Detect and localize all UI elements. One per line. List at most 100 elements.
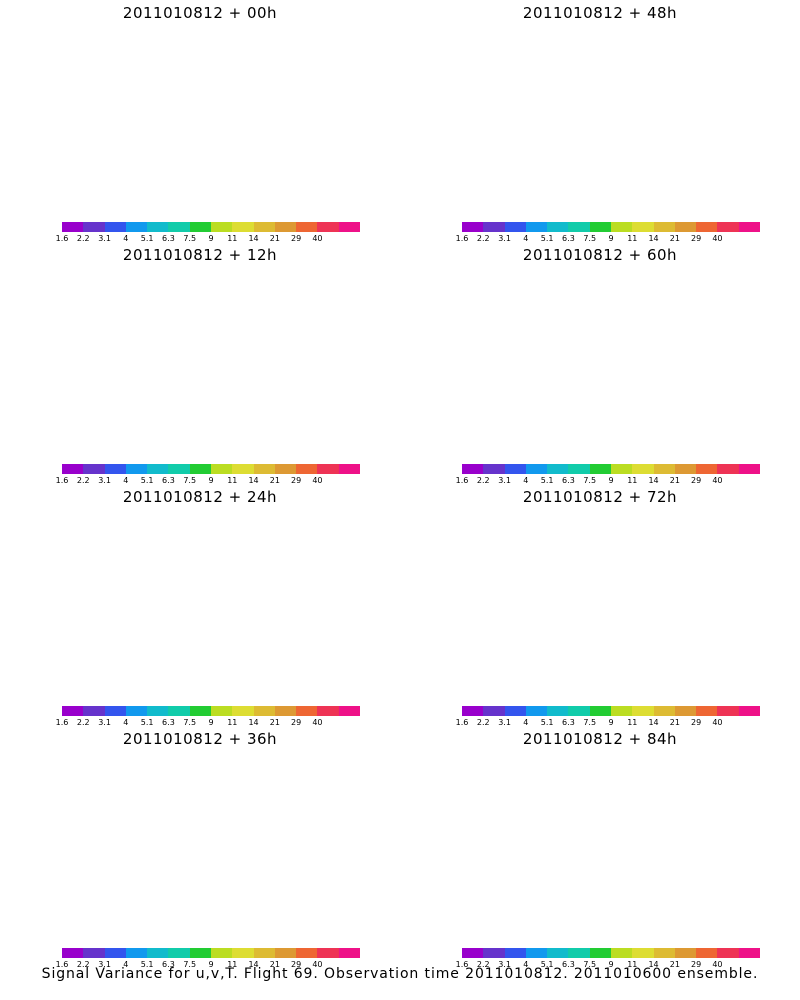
colorbar-swatch <box>696 948 718 958</box>
colorbar-label: 2.2 <box>76 718 90 727</box>
colorbar-label: 1.6 <box>455 234 469 243</box>
colorbar-swatch <box>232 706 254 716</box>
colorbar-swatch <box>253 464 275 474</box>
colorbar-label: 3.1 <box>498 234 511 243</box>
colorbar-label: 9 <box>608 960 614 969</box>
panel-title: 2011010812 + 60h <box>522 246 678 264</box>
colorbar-swatch <box>483 222 505 232</box>
colorbar-label: 2.2 <box>476 718 490 727</box>
colorbar-labels: 1.6 2.2 3.1 4 5.1 6.3 7.5 9 11 14 21 29 40 <box>456 960 760 970</box>
forecast-panel: 2011010812 + 60h 1.6 2.2 3.1 4 5.1 6.3 7.5 9 11 14… <box>400 242 800 485</box>
colorbar-swatch <box>568 948 590 958</box>
colorbar-label: 7.5 <box>183 718 197 727</box>
colorbar-label: 4 <box>523 960 529 969</box>
colorbar-swatch <box>653 222 675 232</box>
colorbar-swatch <box>462 464 484 474</box>
colorbar <box>462 222 760 232</box>
colorbar <box>462 948 760 958</box>
colorbar-swatch <box>525 948 548 958</box>
colorbar-swatch <box>168 222 190 232</box>
polar-map <box>400 264 800 460</box>
colorbar-label: 4 <box>123 718 129 727</box>
colorbar-label: 6.3 <box>562 718 575 727</box>
colorbar-label: 14 <box>248 476 259 485</box>
colorbar-swatch <box>483 706 505 716</box>
colorbar-labels: 1.6 2.2 3.1 4 5.1 6.3 7.5 9 11 14 21 29 40 <box>456 476 760 486</box>
colorbar-swatch <box>253 948 275 958</box>
colorbar-swatch <box>210 222 233 232</box>
colorbar-label: 1.6 <box>55 718 69 727</box>
colorbar-label: 1.6 <box>55 960 69 969</box>
colorbar-label: 7.5 <box>583 718 597 727</box>
colorbar-swatch <box>274 706 297 716</box>
colorbar-swatch <box>589 706 611 716</box>
colorbar-label: 3.1 <box>98 718 111 727</box>
colorbar-swatch <box>653 706 675 716</box>
colorbar-swatch <box>296 222 318 232</box>
colorbar-swatch <box>504 948 526 958</box>
colorbar-label: 14 <box>648 234 659 243</box>
colorbar-swatch <box>632 948 654 958</box>
colorbar-swatch <box>210 948 233 958</box>
colorbar-swatch <box>717 222 739 232</box>
polar-map <box>0 22 400 218</box>
colorbar-swatch <box>210 706 233 716</box>
colorbar-swatch <box>674 948 697 958</box>
colorbar-swatch <box>274 948 297 958</box>
colorbar-swatch <box>674 706 697 716</box>
coastline <box>430 768 760 841</box>
coastline <box>30 42 360 115</box>
colorbar-swatch <box>589 464 611 474</box>
colorbar-label: 40 <box>712 960 723 969</box>
colorbar-swatch <box>338 222 360 232</box>
colorbar-swatch <box>738 706 760 716</box>
panel-grid: 2011010812 + 00h 1.6 2.2 3.1 4 5.1 6.3 7.5 9 11 14… <box>0 4 800 970</box>
colorbar-label: 7.5 <box>583 476 597 485</box>
colorbar-swatch <box>125 464 148 474</box>
colorbar-swatch <box>547 464 569 474</box>
polar-map <box>0 506 400 702</box>
colorbar-label: 21 <box>269 234 280 243</box>
colorbar-label: 11 <box>627 476 638 485</box>
colorbar-label: 4 <box>523 718 529 727</box>
polar-map <box>400 22 800 218</box>
colorbar-label: 14 <box>648 960 659 969</box>
colorbar-swatch <box>104 222 126 232</box>
colorbar-swatch <box>568 706 590 716</box>
colorbar-label: 29 <box>291 476 302 485</box>
panel-title: 2011010812 + 12h <box>122 246 278 264</box>
colorbar-label: 9 <box>608 234 614 243</box>
colorbar-label: 14 <box>648 476 659 485</box>
colorbar-label: 21 <box>669 718 680 727</box>
colorbar-swatch <box>525 706 548 716</box>
colorbar-label: 5.1 <box>540 960 554 969</box>
colorbar-swatch <box>483 464 505 474</box>
colorbar-swatch <box>147 222 169 232</box>
colorbar-label: 5.1 <box>140 718 154 727</box>
colorbar-label: 21 <box>269 476 280 485</box>
colorbar-swatch <box>253 222 275 232</box>
colorbar-label: 3.1 <box>498 960 511 969</box>
colorbar-labels: 1.6 2.2 3.1 4 5.1 6.3 7.5 9 11 14 21 29 40 <box>56 718 360 728</box>
polar-map <box>0 264 400 460</box>
colorbar-label: 21 <box>269 718 280 727</box>
colorbar-label: 7.5 <box>583 960 597 969</box>
colorbar-swatch <box>104 706 126 716</box>
colorbar-label: 14 <box>248 718 259 727</box>
colorbar-swatch <box>232 948 254 958</box>
colorbar-label: 40 <box>712 718 723 727</box>
colorbar-swatch <box>674 464 697 474</box>
coastline <box>430 284 760 357</box>
colorbar-label: 21 <box>669 960 680 969</box>
colorbar-label: 4 <box>523 234 529 243</box>
colorbar-label: 5.1 <box>540 718 554 727</box>
colorbar-label: 1.6 <box>55 476 69 485</box>
colorbar-label: 40 <box>312 718 323 727</box>
colorbar-label: 40 <box>712 234 723 243</box>
colorbar-swatch <box>83 706 105 716</box>
colorbar-label: 21 <box>669 476 680 485</box>
colorbar-label: 9 <box>208 960 214 969</box>
colorbar-label: 1.6 <box>55 234 69 243</box>
colorbar-label: 29 <box>291 234 302 243</box>
colorbar-label: 7.5 <box>183 960 197 969</box>
